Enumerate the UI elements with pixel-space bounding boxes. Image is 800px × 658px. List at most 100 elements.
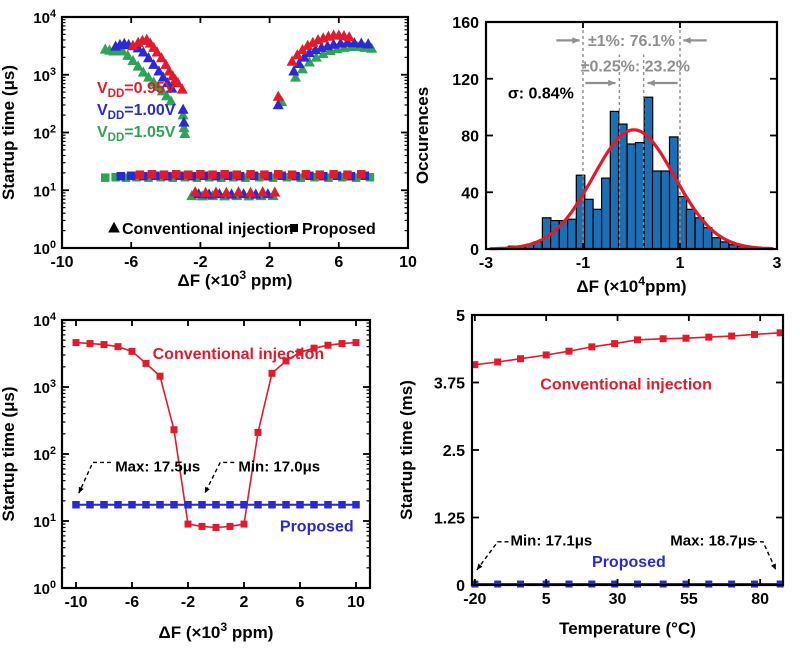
square-marker (220, 170, 229, 179)
square-marker (310, 344, 318, 352)
annotation-text: σ: 0.84% (508, 86, 574, 103)
triangle-marker (148, 58, 160, 69)
plot-frame (60, 15, 410, 250)
square-marker (343, 170, 352, 179)
x-tick-label: 6 (334, 254, 343, 271)
legend-entry-label: Proposed (302, 221, 376, 238)
triangle-marker (161, 90, 173, 101)
histogram-bar (660, 170, 671, 250)
square-marker (86, 340, 94, 348)
plot-content (99, 29, 378, 201)
y-axis-label: Occurences (413, 87, 432, 184)
callout-label: Max: 18.7μs (670, 533, 755, 550)
y-tick-label: 102 (33, 445, 56, 464)
square-marker (126, 171, 136, 181)
square-marker (198, 522, 206, 530)
square-marker (282, 500, 290, 509)
plot-frame (60, 318, 372, 590)
triangle-marker (142, 71, 155, 82)
histogram-bar (584, 198, 594, 250)
x-axis-label: Temperature (°C) (559, 619, 696, 638)
square-marker (260, 170, 269, 179)
triangle-marker (177, 103, 189, 114)
histogram-bar (685, 208, 696, 250)
legend-entry-label: Conventional injection (122, 221, 294, 238)
histogram-bar (711, 237, 722, 250)
histogram-bar (567, 218, 577, 250)
square-marker (517, 355, 525, 363)
square-marker (728, 332, 736, 340)
triangle-marker (179, 127, 191, 139)
callout-arrow (78, 461, 111, 494)
triangle-marker (296, 63, 308, 74)
square-marker (310, 500, 318, 509)
y-tick-label: 5 (456, 308, 465, 325)
arrowhead-icon (771, 563, 776, 570)
series-label: Proposed (280, 518, 354, 535)
x-tick-label: -6 (125, 594, 139, 611)
x-tick-label: 30 (609, 591, 627, 608)
series-conventional-injection (471, 329, 784, 369)
triangle-marker (290, 71, 302, 82)
histogram-bar (668, 136, 679, 250)
square-marker (296, 173, 305, 182)
square-marker (170, 426, 178, 434)
x-tick-label: 55 (680, 591, 698, 608)
triangle-marker (137, 66, 149, 77)
triangle-marker (157, 71, 169, 82)
square-marker (170, 500, 178, 509)
square-marker (471, 361, 479, 369)
square-marker (351, 173, 361, 182)
square-marker (171, 170, 181, 179)
histogram-bar (634, 142, 645, 250)
callout-arrow (476, 541, 509, 571)
y-tick-label: 102 (33, 124, 56, 143)
square-marker (135, 170, 145, 179)
triangle-marker (127, 54, 139, 65)
triangle-marker (269, 186, 281, 197)
legend-vdd-entry: VDD=1.00V (97, 102, 176, 122)
square-marker (111, 172, 120, 182)
square-marker (100, 500, 108, 509)
x-tick-label: -2 (181, 594, 195, 611)
histogram-bar (694, 217, 705, 250)
x-axis-label: ΔF (×103 ppm) (159, 620, 274, 642)
square-marker (268, 173, 278, 182)
y-tick-label: 160 (452, 15, 479, 32)
square-marker (128, 347, 136, 355)
square-marker (329, 170, 338, 179)
x-tick-label: -10 (64, 594, 87, 611)
y-tick-label: 100 (33, 239, 56, 258)
x-tick-label: -6 (124, 254, 138, 271)
x-tick-label: 5 (542, 591, 551, 608)
square-marker (184, 170, 193, 179)
triangle-marker (189, 186, 201, 197)
square-marker (159, 170, 169, 179)
x-tick-label: 80 (751, 591, 769, 608)
square-marker (338, 340, 346, 348)
y-tick-label: 103 (33, 378, 56, 397)
square-marker (196, 170, 205, 179)
square-marker (121, 173, 131, 182)
square-marker (246, 170, 255, 179)
triangle-marker (176, 83, 188, 94)
x-tick-label: -2 (193, 254, 207, 271)
gaussian-fit-curve (489, 128, 774, 251)
x-tick-label: 1 (676, 255, 685, 272)
square-marker (268, 369, 276, 377)
series-label: Conventional injection (153, 346, 325, 363)
series-proposed-vdd-0-95v (135, 170, 366, 179)
square-marker (226, 522, 234, 530)
square-marker (287, 170, 297, 179)
square-marker (212, 523, 220, 531)
triangle-marker (117, 45, 129, 56)
legend-vdd-entry: VDD=0.95V (97, 80, 176, 100)
triangle-marker (220, 186, 232, 197)
square-marker (365, 172, 375, 182)
square-marker (142, 500, 150, 509)
axes: -20 5 30 55 80 0 1.25 2.5 3.75 5 Temperature (°C) S… (397, 308, 785, 638)
x-tick-label: -1 (576, 255, 590, 272)
square-marker (357, 170, 366, 179)
triangle-marker (210, 186, 222, 197)
x-tick-label: -20 (463, 591, 486, 608)
